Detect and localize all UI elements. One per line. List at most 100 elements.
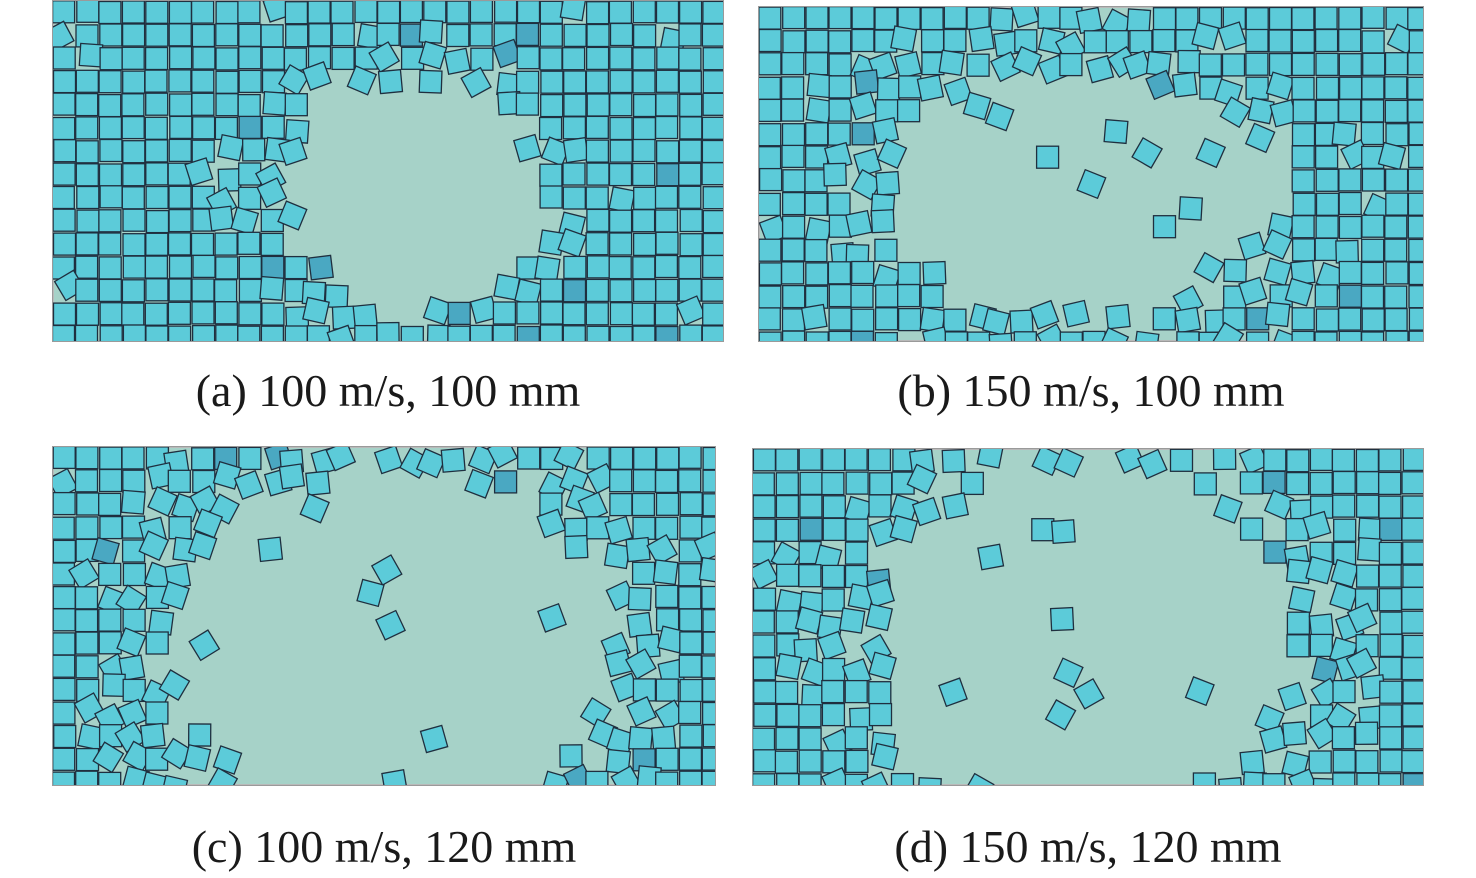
fragment-tile xyxy=(237,325,261,342)
fragment-tile xyxy=(238,302,262,326)
fragment-tile xyxy=(76,0,100,23)
fragment-tile xyxy=(702,724,716,748)
fragment-tile xyxy=(75,631,99,655)
fragment-tile xyxy=(515,70,540,94)
fragment-tile xyxy=(989,7,1014,32)
fragment-tile xyxy=(1402,448,1424,472)
fragment-tile xyxy=(822,495,846,519)
fragment-tile xyxy=(516,325,540,342)
fragment-tile xyxy=(52,701,76,725)
fragment-tile xyxy=(775,652,803,681)
fragment-tile xyxy=(144,255,169,279)
fragment-tile xyxy=(678,608,703,632)
fragment-tile xyxy=(1360,99,1385,123)
fragment-tile xyxy=(1263,489,1295,521)
fragment-tile xyxy=(821,657,846,682)
simulation-image-b xyxy=(758,6,1424,342)
fragment-tile xyxy=(631,492,656,517)
fragment-tile xyxy=(492,301,517,325)
fragment-tile xyxy=(121,46,145,70)
fragment-tile xyxy=(1309,633,1333,658)
fragment-tiles xyxy=(752,448,1424,786)
fragment-tile xyxy=(238,278,263,303)
fragment-tile xyxy=(1291,169,1315,193)
fragment-tile xyxy=(99,47,123,71)
fragment-tile xyxy=(1044,699,1077,731)
fragment-tile xyxy=(1059,52,1083,77)
fragment-tile xyxy=(816,630,847,661)
fragment-tile xyxy=(655,0,680,24)
fragment-tile xyxy=(98,771,122,786)
fragment-tile xyxy=(1076,168,1107,200)
fragment-tile xyxy=(758,262,783,286)
fragment-tile xyxy=(191,92,215,116)
fragment-tile xyxy=(238,69,262,94)
fragment-tile xyxy=(845,209,873,238)
fragment-tile xyxy=(277,200,308,231)
fragment-tile xyxy=(1178,196,1204,221)
fragment-tile xyxy=(191,447,215,471)
fragment-tile xyxy=(823,162,847,187)
fragment-tile xyxy=(679,116,703,140)
fragment-tile xyxy=(1361,168,1386,192)
fragment-tile xyxy=(562,136,590,164)
fragment-tile xyxy=(752,727,776,751)
fragment-tile xyxy=(868,651,897,681)
fragment-tile xyxy=(400,325,424,342)
fragment-tile xyxy=(775,472,799,496)
fragment-tile xyxy=(121,93,145,117)
fragment-tile xyxy=(446,0,470,24)
fragment-tile xyxy=(860,771,892,786)
fragment-tile xyxy=(470,47,494,71)
fragment-tile xyxy=(604,515,634,545)
fragment-tile xyxy=(563,23,587,48)
fragment-tile xyxy=(256,177,288,209)
fragment-tile xyxy=(486,446,519,469)
fragment-tile xyxy=(52,747,76,771)
fragment-tile xyxy=(144,302,168,326)
fragment-tile xyxy=(1384,99,1408,124)
fragment-tile xyxy=(1408,122,1424,146)
fragment-tile xyxy=(586,162,610,186)
fragment-tile xyxy=(1407,144,1424,169)
fragment-tile xyxy=(1245,52,1269,76)
fragment-tile xyxy=(1286,634,1310,658)
fragment-tile xyxy=(827,192,851,216)
fragment-tile xyxy=(1268,6,1293,31)
fragment-tile xyxy=(655,93,679,117)
fragment-tile xyxy=(775,494,800,519)
fragment-tile xyxy=(781,144,805,169)
fragment-tile xyxy=(192,46,216,70)
fragment-tile xyxy=(701,116,724,140)
fragment-tile xyxy=(1062,299,1091,328)
fragment-tile xyxy=(167,232,192,256)
fragment-tile xyxy=(75,140,99,164)
fragment-tile xyxy=(326,324,357,342)
fragment-tile xyxy=(845,471,869,495)
fragment-tile xyxy=(215,93,239,117)
fragment-tile xyxy=(782,30,806,54)
fragment-tile xyxy=(74,255,99,279)
fragment-tile xyxy=(1314,6,1338,30)
fragment-tile xyxy=(943,308,967,332)
fragment-tile xyxy=(758,285,782,309)
fragment-tile xyxy=(74,586,99,610)
fragment-tile xyxy=(867,448,892,472)
fragment-tile xyxy=(1314,145,1339,169)
fragment-tile xyxy=(632,256,656,280)
fragment-tile xyxy=(876,77,901,102)
fragment-tile xyxy=(678,47,702,71)
fragment-tile xyxy=(868,494,892,518)
fragment-tile xyxy=(805,331,829,342)
fragment-tile xyxy=(655,140,680,164)
fragment-tile xyxy=(1385,192,1409,216)
fragment-tile xyxy=(1268,29,1292,53)
panel-c xyxy=(52,446,716,786)
fragment-tile xyxy=(1265,71,1295,101)
fragment-tile xyxy=(1218,776,1244,786)
caption-b: (b) 150 m/s, 100 mm xyxy=(897,365,1285,416)
fragment-tile xyxy=(562,162,586,186)
fragment-tile xyxy=(52,446,76,470)
fragment-tile xyxy=(284,1,309,25)
fragment-tile xyxy=(844,726,868,750)
